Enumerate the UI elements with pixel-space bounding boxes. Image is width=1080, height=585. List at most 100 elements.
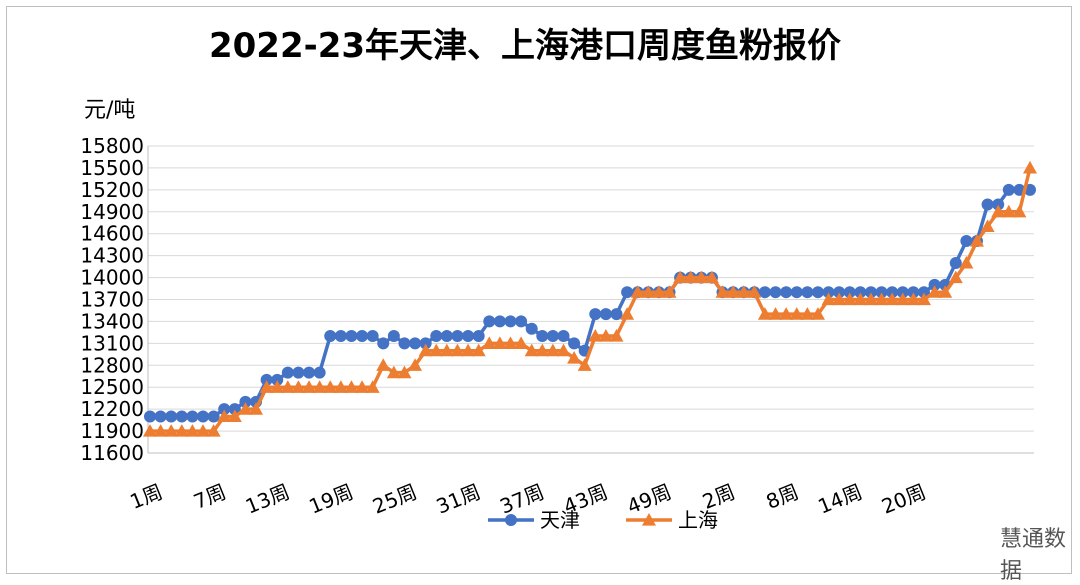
series-0-point-35 [515, 315, 528, 328]
series-1-point-64 [821, 292, 836, 306]
series-1-point-54 [715, 285, 730, 298]
series-1-point-79 [980, 219, 995, 233]
x-tick-label-3: 19周 [306, 479, 357, 518]
series-1-point-7 [217, 409, 232, 423]
y-tick-label-11: 14900 [80, 200, 144, 224]
legend-marker-0 [505, 514, 517, 526]
y-tick-label-13: 15500 [80, 156, 144, 180]
series-1-point-59 [768, 307, 783, 320]
series-1-point-15 [302, 380, 317, 393]
series-1-point-24 [397, 365, 412, 379]
series-0-point-68 [864, 286, 877, 299]
series-1-point-53 [704, 270, 719, 284]
series-0-point-59 [769, 286, 782, 299]
series-1-point-38 [545, 343, 560, 357]
series-1-point-63 [810, 307, 825, 320]
series-0-point-73 [917, 286, 930, 299]
series-0-point-77 [960, 235, 973, 248]
y-tick-label-3: 12500 [80, 375, 144, 399]
series-0-point-26 [419, 337, 432, 350]
series-0-point-29 [451, 330, 464, 343]
x-tick-label-10: 8周 [763, 479, 802, 514]
series-0-point-76 [949, 256, 962, 269]
series-1-point-9 [238, 402, 253, 415]
series-1-point-72 [906, 292, 921, 306]
series-1-point-43 [598, 329, 613, 342]
series-0-point-61 [790, 286, 803, 299]
series-0-point-1 [154, 410, 167, 423]
series-0-point-7 [218, 403, 231, 416]
series-0-point-30 [462, 330, 475, 343]
series-0-point-80 [992, 198, 1005, 211]
series-1-point-31 [471, 343, 486, 357]
series-0-point-42 [589, 308, 602, 321]
series-1-point-37 [535, 343, 550, 357]
series-0-point-5 [197, 410, 210, 423]
series-0-point-32 [483, 315, 496, 328]
series-1-point-60 [779, 307, 794, 320]
series-0-point-38 [546, 330, 559, 343]
series-1-point-27 [429, 343, 444, 357]
series-1-point-6 [206, 424, 221, 437]
series-0-point-11 [260, 373, 273, 386]
series-0-point-23 [387, 330, 400, 343]
series-1-point-48 [651, 285, 666, 298]
series-0-point-19 [345, 330, 358, 343]
series-1-point-2 [164, 424, 179, 437]
series-0-point-37 [536, 330, 549, 343]
series-0-point-79 [981, 198, 994, 211]
series-0-point-70 [886, 286, 899, 299]
series-1-point-34 [503, 336, 518, 349]
series-1-point-73 [916, 292, 931, 306]
y-tick-label-9: 14300 [80, 244, 144, 268]
x-axis-ticks: 1周 7周 13周 19周 25周 31周 37周 43周 49周 2周 8周 14周 20周 [127, 479, 930, 518]
series-1-point-42 [588, 329, 603, 342]
series-0-point-66 [843, 286, 856, 299]
series-0-point-22 [377, 337, 390, 350]
series-1-point-12 [270, 380, 285, 393]
series-1-point-32 [482, 336, 497, 349]
series-0-point-72 [907, 286, 920, 299]
series-1-point-33 [492, 336, 507, 349]
series-0-point-36 [525, 322, 538, 335]
series-1-point-78 [969, 234, 984, 247]
series-0-point-14 [292, 366, 305, 379]
series-1-point-61 [789, 307, 804, 320]
y-tick-label-6: 13400 [80, 309, 144, 333]
series-1-point-1 [153, 424, 168, 437]
series-1-point-47 [641, 285, 656, 298]
series-0-point-0 [144, 410, 156, 423]
series-1-point-13 [280, 380, 295, 393]
series-1-point-46 [630, 285, 645, 298]
y-tick-label-2: 12200 [80, 397, 144, 421]
series-0-point-15 [303, 366, 316, 379]
series-0-point-2 [165, 410, 178, 423]
series-1-point-69 [874, 292, 889, 306]
series-1-point-3 [174, 424, 189, 437]
series-0-point-81 [1002, 183, 1015, 196]
series-0-point-43 [599, 308, 612, 321]
series-1-point-51 [683, 270, 698, 284]
series-1-point-40 [567, 350, 582, 364]
series-0-point-63 [811, 286, 824, 299]
series-0-point-21 [366, 330, 379, 343]
series-0-point-12 [271, 373, 284, 386]
series-1 [143, 160, 1037, 437]
series-0-point-31 [472, 330, 485, 343]
series-0-point-4 [186, 410, 199, 423]
chart-title: 2022-23年天津、上海港口周度鱼粉报价 [208, 26, 842, 66]
series-0-point-6 [207, 410, 220, 423]
series-1-point-56 [736, 285, 751, 298]
x-tick-label-2: 13周 [242, 479, 293, 518]
series-0-point-17 [324, 330, 337, 343]
series-1-point-83 [1023, 160, 1037, 174]
series-1-point-23 [386, 365, 401, 379]
x-tick-label-4: 25周 [369, 479, 420, 518]
series-1-point-5 [196, 424, 211, 437]
series-1-point-75 [938, 285, 953, 298]
y-tick-label-5: 13100 [80, 331, 144, 355]
series-1-point-65 [832, 292, 847, 306]
series-0-point-20 [356, 330, 369, 343]
y-tick-label-1: 11900 [80, 419, 144, 443]
y-axis-unit-label: 元/吨 [84, 98, 136, 123]
